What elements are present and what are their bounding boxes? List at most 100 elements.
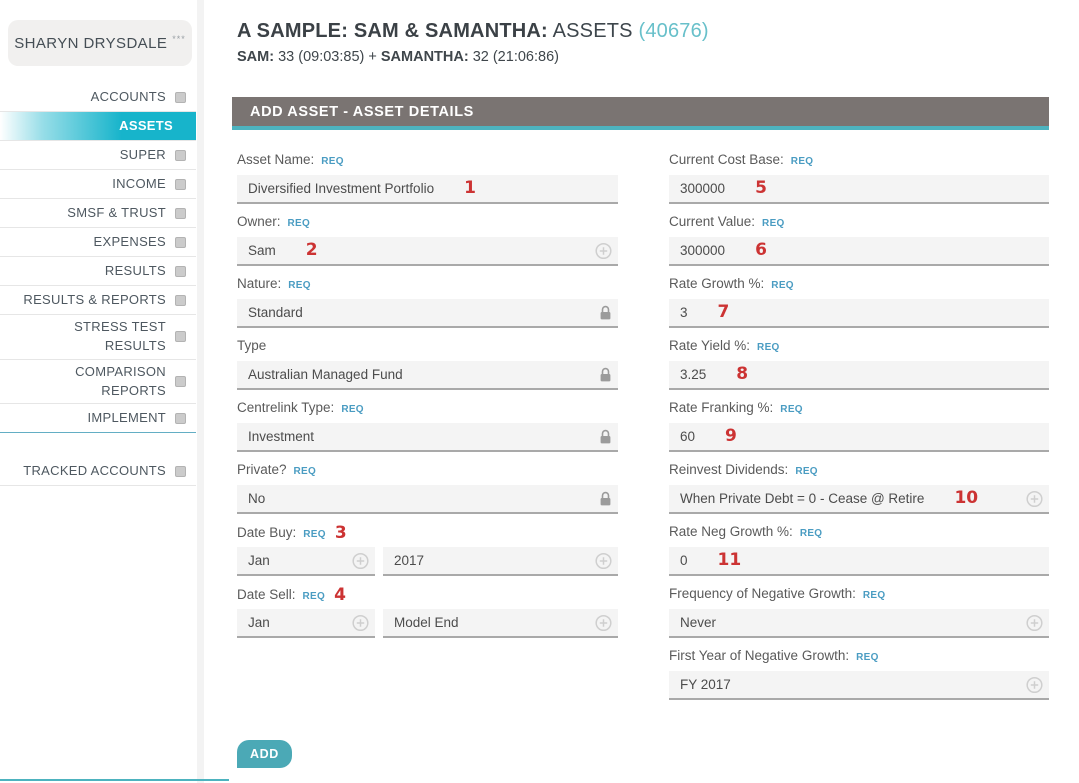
sidebar-item-super[interactable]: SUPER [0,141,196,170]
field-row: Asset Name: REQ Diversified Investment Por… [237,152,618,204]
annotation-number: 9 [725,426,737,446]
circle-plus-icon[interactable] [352,614,369,631]
text-field[interactable]: 300000 5 [669,175,1049,204]
field-label-line: Current Value: REQ [669,214,1049,231]
bullet-square-icon [175,465,186,477]
client-selector[interactable]: SHARYN DRYSDALE *** [8,20,192,66]
sidebar-item-smsf-trust[interactable]: SMSF & TRUST [0,199,196,228]
field-row: Current Cost Base: REQ 300000 5 [669,152,1049,204]
sidebar-item-implement[interactable]: IMPLEMENT [0,404,196,434]
field-label: Current Value: [669,214,756,229]
field-label: Type [237,338,267,353]
field-value: 2017 [394,553,425,568]
field-label: Rate Franking %: [669,400,774,415]
field-label: Rate Yield %: [669,338,751,353]
circle-plus-icon[interactable] [352,552,369,569]
circle-plus-icon[interactable] [595,614,612,631]
text-field[interactable]: Investment [237,423,618,452]
required-badge: REQ [757,342,780,353]
text-field[interactable]: Standard [237,299,618,328]
sidebar-nav-bottom: TRACKED ACCOUNTS [0,457,196,487]
field-label: Owner: [237,214,281,229]
page-title-client: A SAMPLE: SAM & SAMANTHA: [237,20,548,42]
field-row: Date Sell: REQ 4 Jan Model End [237,586,618,638]
text-field[interactable]: 300000 6 [669,237,1049,266]
text-field[interactable]: 0 11 [669,547,1049,576]
field-value: When Private Debt = 0 - Cease @ Retire [680,491,925,506]
sidebar-item-label: TRACKED ACCOUNTS [23,462,166,478]
page-title-section: ASSETS [547,20,639,42]
field-row: Current Value: REQ 300000 6 [669,214,1049,266]
sidebar-item-label: ACCOUNTS [90,88,166,104]
field-value: Diversified Investment Portfolio [248,181,435,196]
field-label-line: Reinvest Dividends: REQ [669,462,1049,479]
field-label: Rate Growth %: [669,276,765,291]
text-field[interactable]: FY 2017 [669,671,1049,700]
required-badge: REQ [771,280,794,291]
field-value: 3.25 [680,367,707,382]
field-row: Reinvest Dividends: REQ When Private Debt … [669,462,1049,514]
sidebar-item-tracked-accounts[interactable]: TRACKED ACCOUNTS [0,457,196,487]
add-button[interactable]: ADD [237,740,292,768]
sidebar-item-results-reports[interactable]: RESULTS & REPORTS [0,286,196,315]
circle-plus-icon[interactable] [1026,614,1043,631]
field-label-line: Nature: REQ [237,276,618,293]
bullet-square-icon [175,91,186,103]
text-field[interactable]: Model End [383,609,618,638]
sidebar-item-expenses[interactable]: EXPENSES [0,228,196,257]
sidebar-item-accounts[interactable]: ACCOUNTS [0,83,196,112]
sidebar-item-income[interactable]: INCOME [0,170,196,199]
text-field[interactable]: When Private Debt = 0 - Cease @ Retire 10 [669,485,1049,514]
field-label-line: Rate Growth %: REQ [669,276,1049,293]
annotation-number: 11 [717,550,742,570]
sidebar-item-results[interactable]: RESULTS [0,257,196,286]
circle-plus-icon[interactable] [595,552,612,569]
lock-icon [599,305,612,321]
bullet-square-icon [175,412,186,424]
required-badge: REQ [302,591,326,602]
field-value: 300000 [680,243,726,258]
form-column-left: Asset Name: REQ Diversified Investment Por… [237,152,618,710]
sidebar-item-assets[interactable]: ASSETS [0,112,196,141]
text-field[interactable]: No [237,485,618,514]
sidebar-item-stress-test-results[interactable]: STRESS TEST RESULTS [0,315,196,360]
circle-plus-icon[interactable] [595,242,612,259]
bullet-square-icon [175,376,186,388]
field-label: Frequency of Negative Growth: [669,586,856,601]
text-field[interactable]: 60 9 [669,423,1049,452]
form-section-header: ADD ASSET - ASSET DETAILS [232,97,1049,130]
text-field[interactable]: Jan [237,609,375,638]
text-field[interactable]: Australian Managed Fund [237,361,618,390]
field-row: Type Australian Managed Fund [237,338,618,390]
text-field[interactable]: Diversified Investment Portfolio 1 [237,175,618,204]
circle-plus-icon[interactable] [1026,490,1043,507]
field-label: Nature: [237,276,282,291]
form-title: ADD ASSET - ASSET DETAILS [250,103,474,120]
text-field[interactable]: Jan [237,547,375,576]
sam-label: SAM: [237,49,275,65]
lock-icon [599,491,612,507]
required-badge: REQ [293,466,317,477]
text-field[interactable]: 2017 [383,547,618,576]
sidebar-bottom-accent [0,779,229,781]
sam-value: 33 (09:03:85) + [274,49,381,65]
required-badge: REQ [341,404,364,415]
text-field[interactable]: 3.25 8 [669,361,1049,390]
required-badge: REQ [862,590,886,601]
samantha-value: 32 (21:06:86) [468,49,559,65]
annotation-number: 3 [334,523,347,543]
circle-plus-icon[interactable] [1026,676,1043,693]
page-title: A SAMPLE: SAM & SAMANTHA: ASSETS (40676) [237,20,709,43]
text-field[interactable]: Never [669,609,1049,638]
field-value: 60 [680,429,696,444]
required-badge: REQ [790,156,814,167]
field-label: Private? [237,462,287,477]
text-field[interactable]: Sam 2 [237,237,618,266]
field-label-line: First Year of Negative Growth: REQ [669,648,1049,665]
annotation-number: 5 [755,178,767,198]
field-label-line: Owner: REQ [237,214,618,231]
field-value: FY 2017 [680,677,731,692]
sidebar-item-comparison-reports[interactable]: COMPARISON REPORTS [0,360,196,405]
